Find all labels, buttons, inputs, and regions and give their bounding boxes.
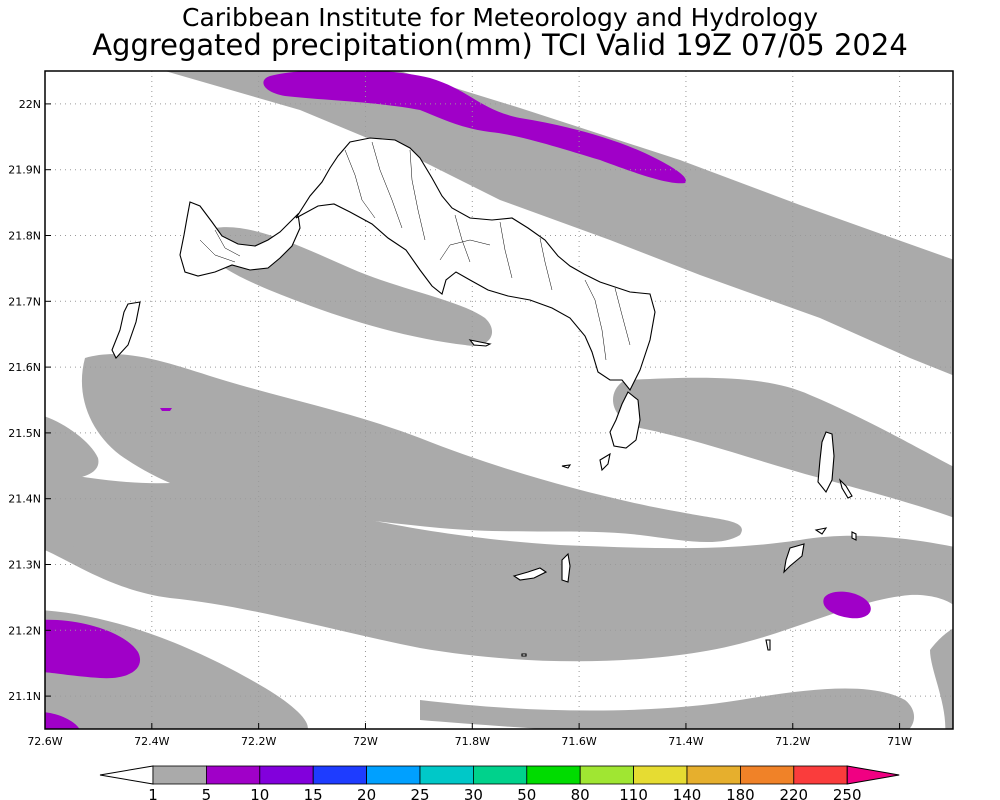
district-boundaries [199, 141, 631, 361]
colorbar-swatch [526, 765, 581, 785]
longitude-labels: 72.6W 72.4W 72.2W 72W 71.8W 71.6W 71.4W 71.2W 71… [27, 735, 912, 748]
cay-east-2 [814, 527, 828, 535]
colorbar-swatch [312, 765, 368, 785]
colorbar-label: 180 [726, 786, 755, 800]
precip-band-1-5-hook [72, 540, 147, 586]
island-providenciales [179, 201, 301, 277]
colorbar-label: 110 [619, 786, 648, 800]
colorbar-label: 10 [250, 786, 269, 800]
cay-small-2 [521, 653, 527, 657]
lon-label: 71.8W [455, 735, 490, 748]
lat-label: 21.5N [8, 427, 41, 440]
colorbar-label: 30 [464, 786, 483, 800]
lat-label: 21.7N [8, 295, 41, 308]
colorbar-label: 5 [202, 786, 212, 800]
lon-label: 71.6W [561, 735, 596, 748]
colorbar-label: 25 [410, 786, 429, 800]
plot-frame [44, 70, 954, 730]
island-grand-turk [817, 431, 835, 494]
coastlines [111, 137, 857, 657]
cay-channel-2 [561, 464, 572, 469]
lat-label: 21.9N [8, 164, 41, 177]
lat-label: 21.2N [8, 624, 41, 637]
precip-band-5-10-corner [45, 712, 80, 729]
lon-label: 71W [887, 735, 912, 748]
lat-label: 21.6N [8, 361, 41, 374]
colorbar-swatch [152, 765, 207, 785]
title-institute: Caribbean Institute for Meteorology and … [182, 3, 818, 32]
colorbar-swatch [472, 765, 528, 785]
colorbar-swatch [686, 765, 741, 785]
colorbar-high-arrow [846, 765, 900, 785]
precip-band-1-5-east [613, 377, 953, 518]
precip-band-5-10-north [263, 71, 686, 184]
precip-band-1-5-bottom-east [420, 688, 914, 729]
colorbar-swatch [366, 765, 421, 785]
precip-band-1-5-se-corner [930, 628, 953, 729]
cay-channel-1 [599, 452, 611, 472]
island-north-middle-caicos [295, 137, 656, 392]
cay-small-1 [765, 639, 771, 651]
colorbar-label: 20 [357, 786, 376, 800]
precip-band-1-5-south [45, 470, 953, 662]
colorbar-swatch [579, 765, 635, 785]
lat-label: 21.1N [8, 690, 41, 703]
lat-label: 21.8N [8, 230, 41, 243]
colorbar-swatch [259, 765, 314, 785]
island-salt-cay [783, 543, 805, 574]
lat-label: 21.3N [8, 559, 41, 572]
colorbar-label: 15 [304, 786, 323, 800]
colorbar-swatch [740, 765, 795, 785]
lon-label: 72.2W [241, 735, 276, 748]
precip-band-5-10-southeast [823, 591, 871, 619]
island-west-caicos [111, 301, 141, 359]
precip-band-5-10-southwest [45, 619, 140, 679]
cay-east-1 [851, 531, 857, 541]
colorbar-label: 140 [673, 786, 702, 800]
cay-lobe [468, 339, 492, 347]
lon-label: 71.4W [668, 735, 703, 748]
colorbar-label: 220 [779, 786, 808, 800]
latitude-labels: 22N 21.9N 21.8N 21.7N 21.6N 21.5N 21.4N 21.3N 21… [8, 98, 41, 703]
colorbar-swatch [205, 765, 261, 785]
lon-label: 72.6W [27, 735, 62, 748]
precip-band-1-5-west-edge [45, 416, 99, 481]
lon-label: 72.4W [134, 735, 169, 748]
colorbar-label: 80 [571, 786, 590, 800]
precip-band-5-10-speck [160, 408, 172, 411]
cay-south-1 [512, 567, 548, 581]
colorbar-label: 250 [833, 786, 862, 800]
color-bar: 1 5 10 15 20 25 30 50 80 110 140 180 220 250 [99, 765, 900, 800]
colorbar-low-arrow [99, 765, 154, 785]
colorbar-label: 1 [148, 786, 158, 800]
lat-label: 22N [19, 98, 41, 111]
cay-small-3 [838, 478, 853, 499]
island-east-caicos-south [609, 391, 641, 449]
lon-label: 71.2W [775, 735, 810, 748]
colorbar-swatch [419, 765, 474, 785]
colorbar-swatch [633, 765, 688, 785]
colorbar-swatch [793, 765, 848, 785]
title-product: Aggregated precipitation(mm) TCI Valid 1… [92, 28, 908, 62]
lon-label: 72W [353, 735, 378, 748]
cay-south-2 [561, 552, 571, 583]
colorbar-label: 50 [517, 786, 536, 800]
lat-label: 21.4N [8, 493, 41, 506]
